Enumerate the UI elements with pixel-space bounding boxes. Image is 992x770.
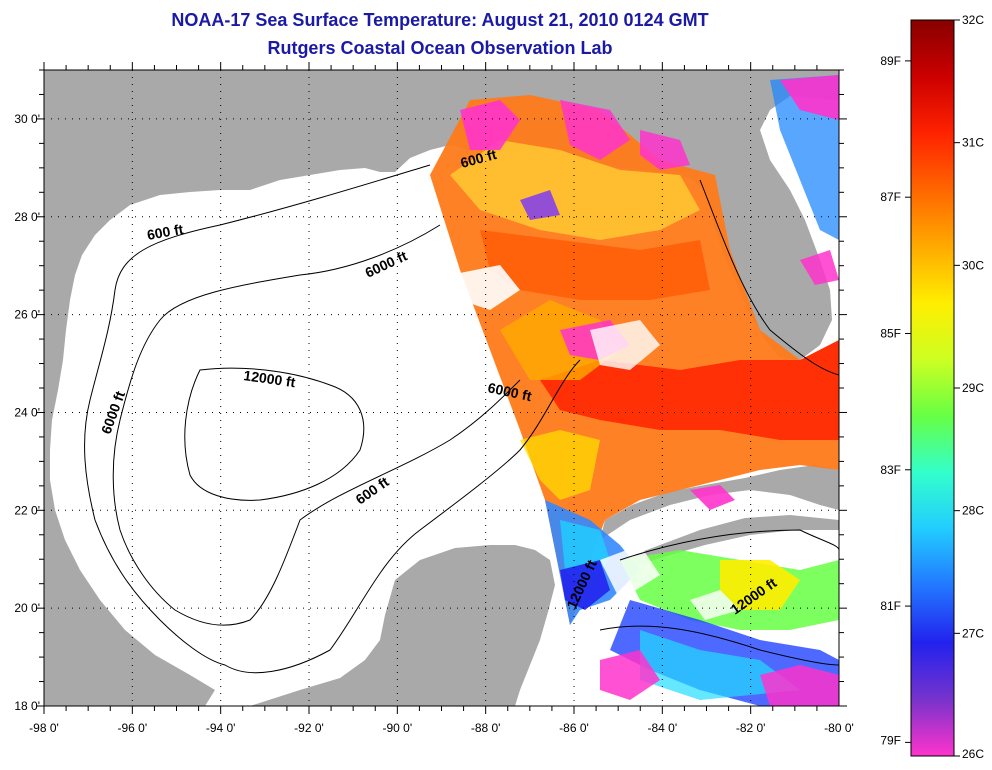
colorbar-celsius-label: 31C — [962, 136, 984, 150]
sst-swath — [430, 75, 839, 706]
land-north-america — [44, 70, 839, 706]
lon-tick-label: -96 0' — [118, 721, 148, 735]
colorbar-celsius-label: 32C — [962, 13, 984, 27]
colorbar-scale — [910, 19, 955, 757]
land-yucatan — [250, 545, 555, 706]
colorbar-fahrenheit-label: 87F — [880, 190, 901, 204]
lon-tick-label: -92 0' — [294, 721, 324, 735]
colorbar-celsius-label: 30C — [962, 258, 984, 272]
land-cuba-east — [620, 515, 839, 570]
colorbar-celsius-label: 26C — [962, 747, 984, 761]
lat-tick-label: 22 0' — [14, 503, 40, 517]
lon-tick-label: -88 0' — [471, 721, 501, 735]
land-cuba — [600, 465, 839, 540]
lat-tick-label: 26 0' — [14, 308, 40, 322]
map-subtitle: Rutgers Coastal Ocean Observation Lab — [267, 38, 613, 58]
lat-tick-label: 24 0' — [14, 405, 40, 419]
lon-tick-label: -86 0' — [559, 721, 589, 735]
colorbar-fahrenheit-label: 83F — [880, 463, 901, 477]
contour-label: 600 ft — [146, 221, 185, 243]
lon-tick-label: -98 0' — [29, 721, 59, 735]
contour-florida-shelf — [699, 179, 839, 376]
contour-600ft — [84, 164, 581, 674]
colorbar-fahrenheit-label: 85F — [880, 326, 901, 340]
map-axes: -98 0' -96 0' -94 0' -92 0' -90 0' -88 0' -86 … — [14, 62, 854, 735]
colorbar-celsius-label: 28C — [962, 504, 984, 518]
contour-cuba-shelf — [619, 529, 839, 561]
lon-tick-label: -84 0' — [648, 721, 678, 735]
colorbar-celsius-label: 27C — [962, 626, 984, 640]
colorbar-fahrenheit-label: 81F — [880, 599, 901, 613]
lat-tick-label: 30 0' — [14, 112, 40, 126]
lon-tick-label: -90 0' — [383, 721, 413, 735]
graticule — [44, 70, 839, 706]
colorbar-celsius-label: 29C — [962, 381, 984, 395]
contour-12000ft — [184, 367, 365, 501]
lon-tick-label: -94 0' — [206, 721, 236, 735]
lat-tick-label: 18 0' — [14, 699, 40, 713]
lon-tick-label: -82 0' — [736, 721, 766, 735]
colorbar-fahrenheit-label: 79F — [880, 733, 901, 747]
contour-caribbean — [599, 625, 839, 666]
lon-tick-label: -80 0' — [824, 721, 854, 735]
contour-label: 12000 ft — [243, 367, 297, 390]
colorbar-fahrenheit-label: 89F — [880, 54, 901, 68]
map-title: NOAA-17 Sea Surface Temperature: August … — [171, 10, 709, 30]
bathymetry-contours — [84, 164, 839, 674]
colorbar: 32C 31C 30C 29C 28C 27C 26C 89F 87F 85F 83F 81F 79F — [880, 13, 984, 761]
lat-tick-label: 28 0' — [14, 210, 40, 224]
lat-tick-label: 20 0' — [14, 601, 40, 615]
contour-6000ft — [112, 224, 521, 626]
